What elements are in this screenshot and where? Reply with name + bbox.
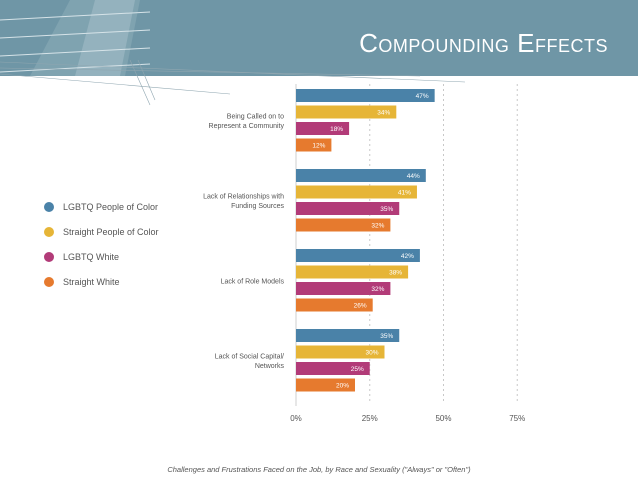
bar (296, 218, 391, 232)
bar (296, 378, 355, 392)
bar-value-label: 35% (380, 206, 393, 213)
bar-value-label: 47% (416, 93, 429, 100)
bar-value-label: 38% (389, 270, 402, 277)
bar-value-label: 32% (371, 286, 384, 293)
bar-value-label: 41% (398, 190, 411, 197)
bar-value-label: 44% (407, 173, 420, 180)
category-label: Lack of Role Models (221, 278, 285, 285)
category-label: Funding Sources (231, 203, 284, 210)
bar (296, 122, 350, 135)
category-label: Lack of Social Capital/ (215, 354, 284, 361)
x-tick-label: 0% (290, 414, 302, 423)
category-label: Networks (255, 363, 285, 370)
bar-value-label: 42% (401, 253, 414, 260)
bar (296, 138, 332, 152)
header-decoration (0, 0, 151, 76)
slide-header: Compounding Effects (0, 0, 638, 76)
legend-label: Straight White (63, 276, 120, 287)
legend-item: Straight White (44, 269, 159, 294)
legend-item: Straight People of Color (44, 219, 159, 244)
chart-caption: Challenges and Frustrations Faced on the… (167, 465, 471, 474)
bar (296, 185, 417, 199)
legend-label: LGBTQ White (63, 251, 120, 262)
legend-swatch (44, 201, 54, 212)
bar-value-label: 20% (336, 383, 349, 390)
bar (296, 298, 373, 312)
page-title: Compounding Effects (359, 28, 608, 58)
bar-value-label: 32% (371, 223, 384, 230)
bar-value-label: 34% (377, 110, 390, 117)
bar (296, 329, 400, 342)
bar (296, 265, 409, 279)
bar (296, 345, 385, 359)
legend-swatch (44, 226, 54, 237)
header-line-decoration (0, 60, 466, 106)
legend-item: LGBTQ People of Color (44, 194, 159, 219)
x-tick-label: 75% (509, 414, 525, 423)
bar (296, 169, 426, 182)
bar (296, 105, 397, 119)
bar (296, 362, 370, 375)
category-label: Being Called on to (227, 114, 284, 121)
bar-value-label: 26% (354, 303, 367, 310)
x-tick-label: 25% (362, 414, 378, 423)
legend: LGBTQ People of Color Straight People of… (44, 194, 159, 294)
bar-value-label: 25% (351, 366, 364, 373)
legend-item: LGBTQ White (44, 244, 159, 269)
bar (296, 249, 420, 262)
bar-value-label: 35% (380, 333, 393, 340)
legend-swatch (44, 276, 54, 287)
legend-label: Straight People of Color (63, 226, 159, 237)
x-tick-label: 50% (435, 414, 451, 423)
bar (296, 282, 391, 295)
legend-swatch (44, 251, 54, 262)
bar (296, 89, 435, 102)
category-label: Represent a Community (209, 123, 285, 130)
bar (296, 202, 400, 215)
legend-label: LGBTQ People of Color (63, 201, 159, 212)
bar-value-label: 30% (365, 350, 378, 357)
bar-value-label: 12% (312, 143, 325, 150)
bar-value-label: 18% (330, 126, 343, 133)
category-label: Lack of Relationships with (203, 194, 284, 201)
